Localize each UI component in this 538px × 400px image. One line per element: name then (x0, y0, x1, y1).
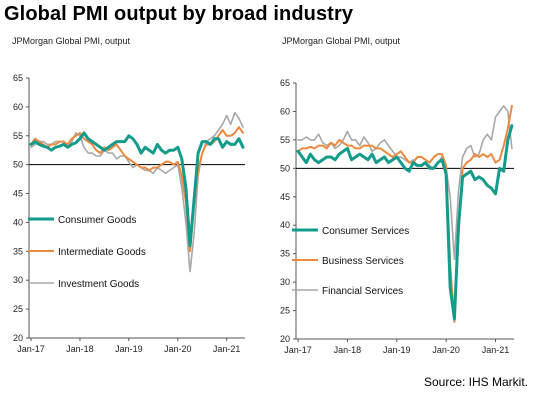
y-tick-label: 35 (280, 249, 290, 259)
x-tick-label: Jan-19 (383, 345, 411, 355)
series-line-consumer-services (296, 124, 514, 321)
legend-label-business-services: Business Services (322, 256, 404, 267)
y-tick-label: 65 (13, 73, 23, 83)
series-line-intermediate-goods (30, 126, 244, 253)
legend-label-consumer-services: Consumer Services (322, 226, 409, 237)
y-tick-label: 60 (280, 106, 290, 116)
x-tick-label: Jan-19 (115, 344, 143, 354)
x-tick-label: Jan-18 (334, 345, 362, 355)
source-note: Source: IHS Markit. (423, 375, 528, 389)
page-title: Global PMI output by broad industry (4, 3, 354, 25)
x-tick-label: Jan-17 (284, 345, 312, 355)
x-tick-label: Jan-21 (482, 345, 510, 355)
y-tick-label: 45 (280, 192, 290, 202)
legend-label-financial-services: Financial Services (322, 286, 403, 297)
y-tick-label: 30 (280, 277, 290, 287)
x-tick-label: Jan-20 (432, 345, 460, 355)
x-tick-label: Jan-20 (164, 344, 192, 354)
right-chart-subtitle: JPMorgan Global PMI, output (282, 36, 401, 46)
series-line-consumer-goods (29, 131, 245, 248)
y-tick-label: 20 (13, 333, 23, 343)
y-tick-label: 20 (280, 334, 290, 344)
y-tick-label: 45 (13, 189, 23, 199)
y-tick-label: 30 (13, 275, 23, 285)
y-tick-label: 60 (13, 102, 23, 112)
y-tick-label: 55 (13, 131, 23, 141)
legend-label-consumer-goods: Consumer Goods (58, 215, 136, 226)
series-line-business-services (297, 104, 513, 323)
x-tick-label: Jan-18 (66, 344, 94, 354)
y-tick-label: 40 (280, 220, 290, 230)
left-chart-subtitle: JPMorgan Global PMI, output (12, 36, 131, 46)
y-tick-label: 65 (280, 78, 290, 88)
y-tick-label: 25 (13, 304, 23, 314)
y-tick-label: 55 (280, 135, 290, 145)
x-tick-label: Jan-17 (17, 344, 45, 354)
x-tick-label: Jan-21 (213, 344, 241, 354)
y-tick-label: 35 (13, 246, 23, 256)
left-chart-consumer-intermediate-investment-goods: JPMorgan Global PMI, output 20 25 30 35 40 45… (12, 36, 245, 354)
y-tick-label: 50 (280, 163, 290, 173)
legend-label-intermediate-goods: Intermediate Goods (58, 247, 146, 258)
y-tick-label: 25 (280, 306, 290, 316)
y-tick-label: 50 (13, 160, 23, 170)
y-tick-label: 40 (13, 217, 23, 227)
right-chart-consumer-business-financial-services: JPMorgan Global PMI, output 20 25 30 35 40 45… (280, 36, 514, 355)
legend-label-investment-goods: Investment Goods (58, 279, 139, 290)
